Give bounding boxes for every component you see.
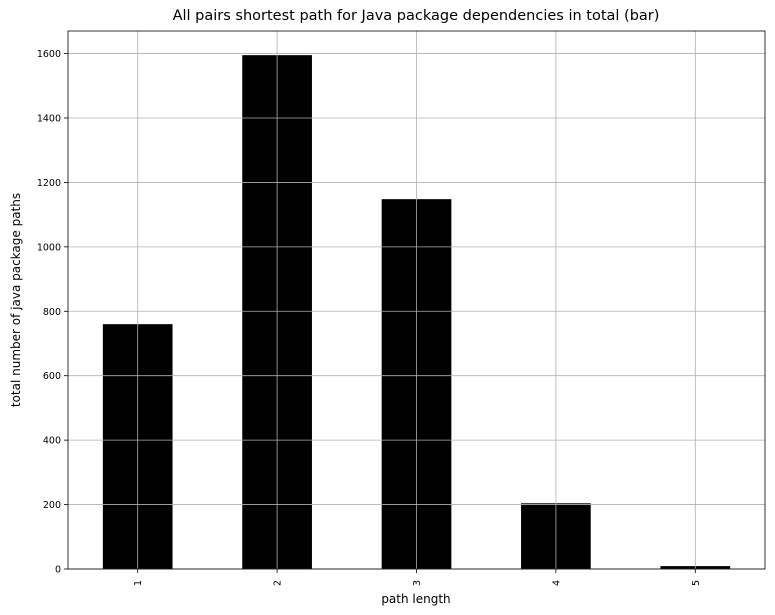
- y-tick-label: 1600: [37, 49, 61, 60]
- x-tick-label: 2: [273, 580, 284, 586]
- y-tick-label: 1000: [37, 242, 61, 253]
- y-tick-label: 1400: [37, 113, 61, 124]
- y-tick-label: 200: [43, 500, 61, 511]
- y-axis-ticks: 0 200 400 600 800 1000 1200 1400 1600: [37, 49, 68, 576]
- y-axis-label: total number of java package paths: [9, 193, 23, 407]
- y-tick-label: 0: [55, 565, 61, 576]
- x-tick-label: 1: [133, 580, 144, 586]
- x-tick-label: 5: [691, 580, 702, 586]
- y-tick-label: 400: [43, 436, 61, 447]
- grid: [68, 31, 765, 570]
- y-tick-label: 600: [43, 371, 61, 382]
- x-axis-ticks: 1 2 3 4 5: [133, 569, 702, 586]
- y-tick-label: 800: [43, 307, 61, 318]
- x-tick-label: 3: [412, 580, 423, 586]
- x-axis-label: path length: [381, 592, 450, 606]
- x-tick-label: 4: [551, 580, 562, 586]
- y-tick-label: 1200: [37, 178, 61, 189]
- chart-title: All pairs shortest path for Java package…: [173, 8, 660, 24]
